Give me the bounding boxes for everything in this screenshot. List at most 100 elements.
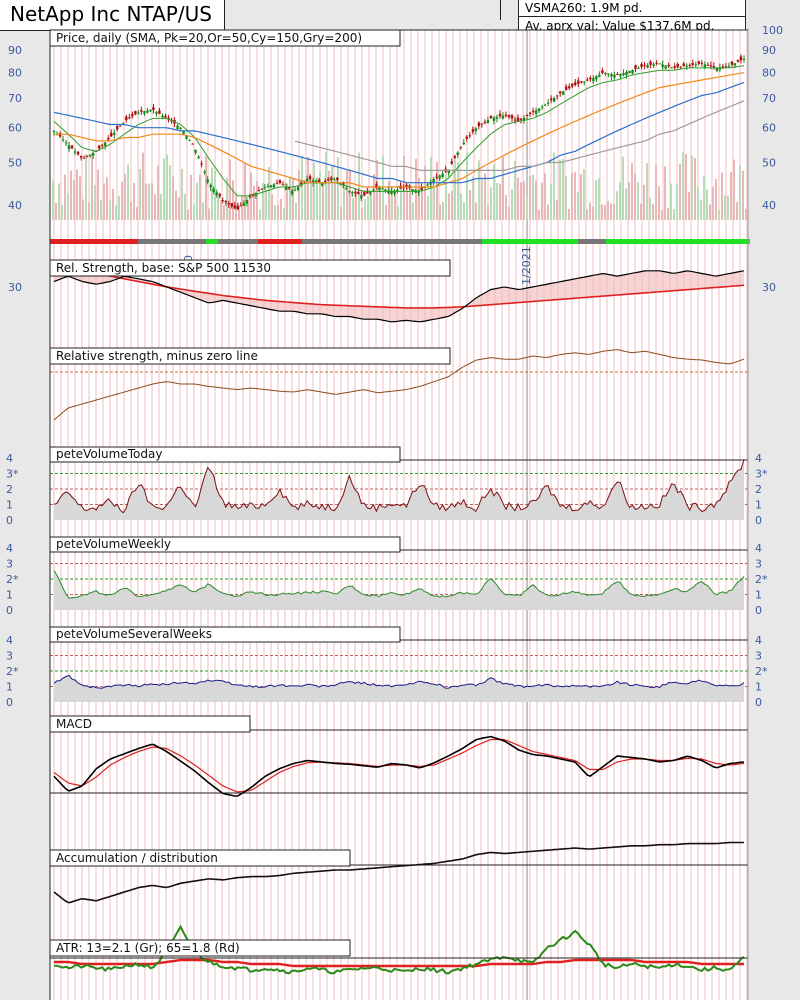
- status-cell: [706, 239, 710, 244]
- status-cell: [614, 239, 618, 244]
- status-cell: [690, 239, 694, 244]
- volume-bar: [151, 182, 153, 220]
- candle-body: [727, 65, 731, 67]
- candle-body: [311, 180, 315, 184]
- volume-bar: [175, 190, 177, 220]
- candle-body: [510, 115, 514, 119]
- volume-bar: [112, 188, 114, 220]
- candle-body: [468, 135, 472, 137]
- candle-body: [116, 125, 119, 130]
- candle-body: [342, 182, 345, 186]
- status-cell: [446, 239, 450, 244]
- candle-body: [405, 184, 408, 188]
- candle-body: [305, 178, 309, 182]
- volume-bar: [247, 200, 249, 220]
- volume-bar: [289, 177, 291, 220]
- status-cell: [454, 239, 458, 244]
- candle-body: [390, 191, 393, 194]
- candle-body: [549, 98, 553, 101]
- candle-body: [525, 115, 529, 117]
- candle-body: [471, 129, 475, 132]
- vol-weekly-tick-right: 3: [755, 558, 762, 571]
- candle-body: [299, 182, 303, 185]
- volume-bar: [442, 201, 444, 220]
- candle-body: [191, 143, 194, 145]
- status-cell: [718, 239, 722, 244]
- volume-bar: [88, 202, 90, 220]
- volume-bar: [262, 182, 264, 220]
- candle-body: [640, 64, 643, 67]
- candle-body: [625, 71, 628, 76]
- candle-body: [336, 177, 339, 180]
- candle-body: [137, 112, 140, 114]
- candle-body: [393, 190, 396, 194]
- candle-body: [197, 156, 200, 159]
- vol-several-line: [53, 674, 745, 689]
- volume-bar: [211, 167, 213, 220]
- status-cell: [682, 239, 686, 244]
- status-cell: [738, 239, 742, 244]
- candle-body: [655, 62, 658, 64]
- candle-body: [161, 115, 164, 118]
- volume-bar: [544, 172, 546, 220]
- volume-bar: [742, 170, 744, 220]
- candle-body: [360, 195, 363, 199]
- status-cell: [574, 239, 578, 244]
- volume-bar: [577, 192, 579, 220]
- volume-bar: [55, 203, 57, 220]
- candle-body: [730, 61, 734, 65]
- candle-body: [697, 61, 701, 64]
- volume-bar: [220, 199, 222, 220]
- volume-bar: [733, 159, 735, 220]
- panel-title-vol_today: peteVolumeToday: [56, 447, 162, 461]
- volume-bar: [643, 184, 645, 220]
- volume-bar: [427, 196, 429, 220]
- vsma-readout: VSMA260: 1.9M pd.: [518, 0, 746, 17]
- candle-body: [302, 180, 306, 182]
- status-cell: [314, 239, 318, 244]
- volume-bar: [736, 201, 738, 220]
- vol-weekly-tick-left: 0: [6, 604, 13, 617]
- volume-bar: [301, 155, 303, 220]
- volume-bar: [448, 193, 450, 220]
- volume-bar: [640, 203, 642, 220]
- status-cell: [74, 239, 78, 244]
- volume-bar: [625, 188, 627, 220]
- vol-weekly-tick-right: 4: [755, 542, 762, 555]
- status-cell: [382, 239, 386, 244]
- status-cell: [710, 239, 714, 244]
- sma20-line: [53, 65, 745, 197]
- volume-bar: [685, 154, 687, 220]
- volume-bar: [322, 183, 324, 220]
- sma150-line: [53, 81, 745, 184]
- volume-bar: [61, 205, 63, 220]
- volume-bar: [82, 199, 84, 220]
- status-cell: [230, 239, 234, 244]
- candle-body: [275, 183, 279, 185]
- candle-body: [233, 205, 236, 209]
- volume-bar: [532, 174, 534, 220]
- candle-body: [477, 122, 481, 127]
- status-cell: [426, 239, 430, 244]
- volume-bar: [109, 200, 111, 220]
- volume-bar: [574, 172, 576, 220]
- status-cell: [490, 239, 494, 244]
- vol-several-area: [54, 675, 744, 702]
- volume-bar: [160, 193, 162, 220]
- vol-several-tick-left: 3: [6, 650, 13, 663]
- candle-body: [179, 127, 182, 130]
- status-cell: [110, 239, 114, 244]
- panel-title-price: Price, daily (SMA, Pk=20,Or=50,Cy=150,Gr…: [56, 31, 362, 45]
- status-cell: [330, 239, 334, 244]
- candle-body: [715, 67, 719, 72]
- candle-body: [272, 184, 276, 188]
- candle-body: [200, 163, 203, 165]
- candle-body: [718, 67, 722, 70]
- status-cell: [526, 239, 530, 244]
- status-cell: [410, 239, 414, 244]
- status-cell: [570, 239, 574, 244]
- candle-body: [91, 152, 95, 156]
- status-cell: [590, 239, 594, 244]
- volume-bar: [376, 160, 378, 220]
- volume-bar: [214, 170, 216, 220]
